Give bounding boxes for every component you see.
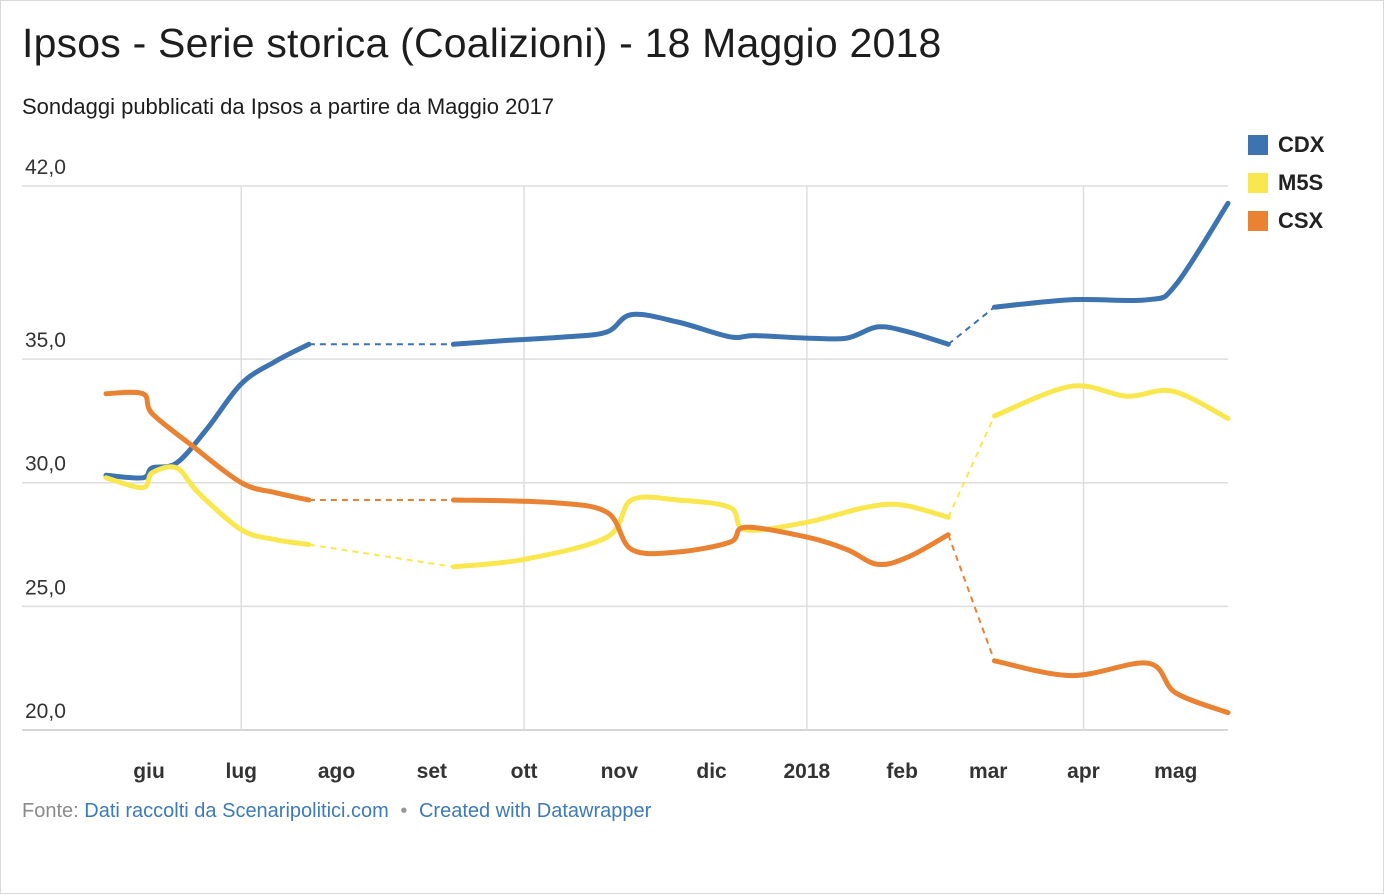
series-gap-m5s [308,543,454,568]
series-gap-m5s [947,415,996,518]
chart-subtitle: Sondaggi pubblicati da Ipsos a partire d… [22,94,555,119]
x-tick-label: lug [226,760,258,783]
x-tick-label: ott [511,760,538,783]
gridlines [22,185,1228,731]
series-line-m5s [450,494,951,570]
x-tick-label: apr [1067,760,1100,783]
series-m5s [103,383,1231,570]
series-line-csx [103,389,312,503]
y-tick-label: 30,0 [25,453,66,476]
series-csx [103,389,1231,716]
legend: CDX M5S CSX [1248,126,1324,240]
x-tick-label: dic [696,760,727,783]
x-tick-label: mag [1154,760,1197,783]
x-tick-label: giu [133,760,165,783]
legend-label: CSX [1278,208,1324,233]
x-tick-label: feb [886,760,918,783]
series-line-csx [991,658,1231,716]
source-prefix: Fonte: [22,800,79,822]
legend-label: M5S [1278,170,1324,195]
series-line-m5s [991,383,1231,421]
x-tick-label: set [417,760,447,783]
credit-link[interactable]: Created with Datawrapper [418,800,652,822]
series-gap-cdx [947,306,996,346]
x-tick-label: 2018 [784,760,831,783]
x-tick-label: mar [969,760,1008,783]
series-gap-csx [947,534,996,662]
source-link[interactable]: Dati raccolti da Scenaripolitici.com [84,800,389,822]
legend-swatch [1248,135,1268,155]
series-lines [103,200,1231,716]
series-line-cdx [450,311,951,347]
legend-swatch [1248,173,1268,193]
legend-label: CDX [1278,132,1325,157]
series-cdx [103,200,1231,481]
y-tick-label: 42,0 [25,156,66,179]
series-line-m5s [103,464,312,547]
x-tick-label: ago [318,760,355,783]
footer-separator: • [400,800,408,822]
legend-item-m5s: M5S [1248,164,1324,202]
x-axis-ticks: giu lug ago set ott nov dic 2018 feb mar apr mag [133,760,1197,783]
legend-item-cdx: CDX [1248,126,1324,164]
chart-title: Ipsos - Serie storica (Coalizioni) - 18 … [22,20,942,66]
series-line-cdx [991,200,1231,310]
y-tick-label: 20,0 [25,700,66,723]
y-tick-label: 35,0 [25,329,66,352]
y-tick-label: 25,0 [25,576,66,599]
series-line-csx [450,497,951,568]
x-tick-label: nov [601,760,639,783]
legend-swatch [1248,211,1268,231]
footer: Fonte: Dati raccolti da Scenaripolitici.… [22,800,651,823]
y-axis-ticks: 20,0 25,0 30,0 35,0 42,0 [25,156,66,723]
legend-item-csx: CSX [1248,202,1324,240]
